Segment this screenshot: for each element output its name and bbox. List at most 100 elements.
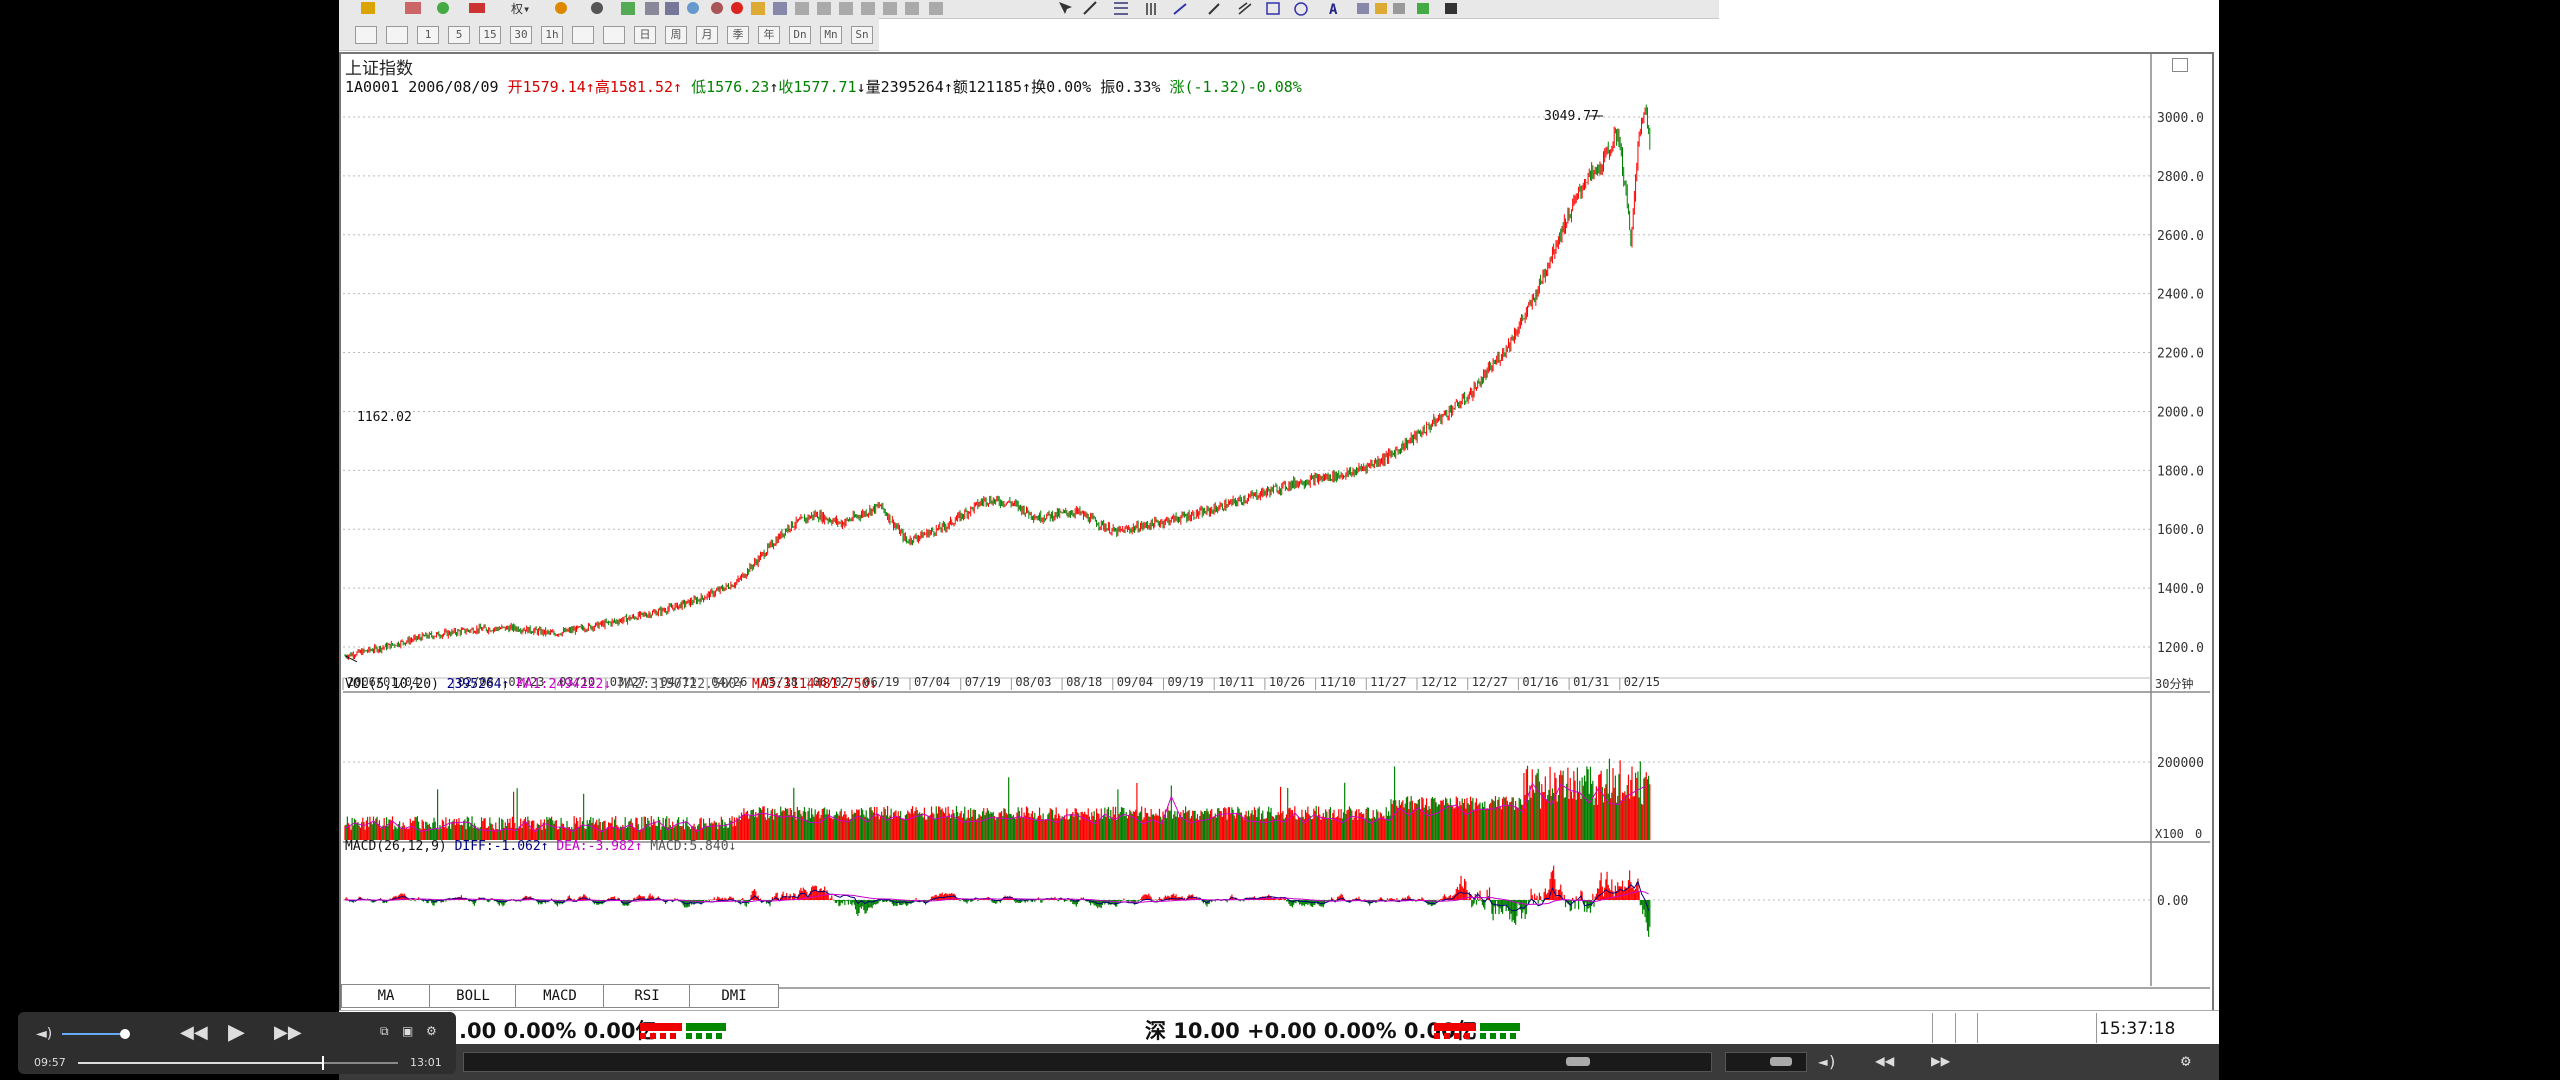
svg-text:权▾: 权▾ [511, 2, 530, 16]
macd-tick-label: 0.00 [2157, 894, 2188, 909]
period-button-16[interactable]: Sn [851, 26, 873, 44]
box-icon[interactable] [665, 2, 679, 15]
volume-thumb[interactable] [1770, 1057, 1792, 1066]
fast-forward-icon[interactable]: ▶▶ [274, 1022, 302, 1043]
cursor-icon[interactable] [1059, 2, 1072, 14]
period-button-10[interactable]: 周 [665, 26, 687, 44]
kline-chart[interactable]: 3000.0 2800.0 2600.0 2400.0 2200.0 2000.0 1800… [341, 54, 2212, 1010]
timeline-thumb[interactable] [1566, 1057, 1590, 1066]
tab-ma[interactable]: MA [341, 984, 431, 1008]
layout-icon[interactable] [817, 2, 831, 15]
date-tick-label: 07/04 [914, 675, 950, 689]
main-toolbar-icons[interactable]: 权▾ A [339, 0, 1719, 18]
gear-icon[interactable]: ⚙ [426, 1024, 437, 1038]
panel-toggle-icon[interactable] [2172, 58, 2188, 72]
circle-tool-icon[interactable] [1294, 2, 1308, 16]
weight-icon[interactable] [555, 2, 567, 14]
layout2-icon[interactable] [839, 2, 853, 15]
timeline-track[interactable] [463, 1052, 1712, 1072]
price-tick-label: 1600.0 [2157, 523, 2204, 538]
line-chart-icon[interactable] [929, 2, 943, 15]
parallel-icon[interactable] [1238, 2, 1252, 15]
period-button-1[interactable] [386, 26, 408, 44]
ray-icon[interactable] [1208, 3, 1220, 15]
open-value: 开1579.14 [507, 78, 586, 96]
tools-icon[interactable] [711, 2, 723, 14]
volume-header: VOL(5,10,20) 2395264↑ MA1:2494222↓ MA2:3… [345, 677, 877, 692]
date-tick-label: 12/27 [1472, 675, 1508, 689]
date-tick-label: 04/26 [711, 675, 747, 689]
quote-info-line: 1A0001 2006/08/09 开1579.14↑高1581.52↑ 低15… [345, 78, 1302, 96]
rewind-icon[interactable]: ◀◀ [180, 1022, 208, 1043]
window-icon[interactable] [773, 2, 787, 15]
channel-tool-icon[interactable] [1114, 2, 1128, 15]
period-button-8[interactable] [603, 26, 625, 44]
indicator-icon[interactable] [405, 2, 421, 14]
vertical-line-icon[interactable] [1146, 3, 1156, 15]
date-tick-label: 12/12 [1421, 675, 1457, 689]
video-player-controls: ◄) ◀◀ ▶ ▶▶ ⧉ ▣ ⚙ 09:57 13:01 [18, 1012, 456, 1074]
grid-icon[interactable] [795, 2, 809, 15]
tab-boll[interactable]: BOLL [429, 984, 517, 1008]
trend-icon[interactable] [1173, 3, 1187, 15]
chart-application-window: 权▾ A [339, 0, 2219, 1080]
fast-forward-icon[interactable]: ▶▶ [1931, 1051, 1951, 1070]
layout5-icon[interactable] [905, 2, 919, 15]
settings-icon[interactable]: ⚙ [2181, 1051, 2191, 1070]
period-button-2[interactable]: 1 [417, 26, 439, 44]
period-button-13[interactable]: 年 [758, 26, 780, 44]
volume-tick-label: 200000 [2157, 756, 2204, 771]
date-tick-label: 02/23 [508, 675, 544, 689]
alarm-icon[interactable] [731, 2, 743, 14]
sz-breadth-bar [1434, 1023, 1520, 1039]
period-button-15[interactable]: Mn [820, 26, 842, 44]
period-button-7[interactable] [572, 26, 594, 44]
pencil-icon[interactable] [1375, 3, 1387, 14]
add-icon[interactable] [437, 2, 449, 14]
period-button-4[interactable]: 15 [479, 26, 501, 44]
search-icon[interactable] [687, 2, 699, 14]
rect-tool-icon[interactable] [1266, 2, 1280, 15]
pip-icon[interactable]: ⧉ [380, 1024, 389, 1038]
date-tick-label: 02/15 [1624, 675, 1660, 689]
tab-rsi[interactable]: RSI [603, 984, 691, 1008]
period-label: 30分钟 [2155, 676, 2193, 691]
period-button-12[interactable]: 季 [727, 26, 749, 44]
list-icon[interactable] [645, 2, 659, 15]
player-progress-bar[interactable] [78, 1056, 398, 1070]
fullscreen-icon[interactable]: ▣ [402, 1024, 414, 1038]
period-button-0[interactable] [355, 26, 377, 44]
copy-icon[interactable] [1357, 3, 1369, 14]
play-icon[interactable]: ▶ [228, 1020, 245, 1045]
tab-dmi[interactable]: DMI [689, 984, 779, 1008]
period-button-9[interactable]: 日 [634, 26, 656, 44]
line-tool-icon[interactable] [1083, 1, 1097, 15]
date-tick-label: 02/08 [458, 675, 494, 689]
macd-dea-line [344, 890, 1649, 906]
period-button-3[interactable]: 5 [448, 26, 470, 44]
amplitude-value: 振0.33% [1100, 78, 1161, 96]
tab-macd[interactable]: MACD [515, 984, 605, 1008]
draw-icon[interactable] [751, 2, 765, 15]
palette-icon[interactable] [1417, 3, 1429, 14]
rewind-icon[interactable]: ◀◀ [1875, 1051, 1895, 1070]
link-icon[interactable] [591, 2, 603, 14]
total-time: 13:01 [410, 1056, 442, 1069]
layout4-icon[interactable] [883, 2, 897, 15]
player-volume-slider[interactable] [62, 1029, 130, 1039]
code-date: 1A0001 2006/08/09 [345, 78, 499, 96]
speaker-icon[interactable]: ◄) [36, 1026, 53, 1042]
speaker-icon[interactable]: ◄) [1818, 1052, 1838, 1071]
period-button-5[interactable]: 30 [510, 26, 532, 44]
date-tick-label: 07/19 [965, 675, 1001, 689]
table-icon[interactable] [621, 2, 635, 15]
eraser-icon[interactable] [1393, 3, 1405, 14]
layout3-icon[interactable] [861, 2, 875, 15]
save-icon[interactable] [1445, 3, 1457, 14]
period-button-6[interactable]: 1h [541, 26, 563, 44]
period-button-11[interactable]: 月 [696, 26, 718, 44]
volume-track[interactable] [1725, 1052, 1807, 1072]
delete-icon[interactable] [469, 3, 485, 13]
date-tick-label: 01/16 [1522, 675, 1558, 689]
period-button-14[interactable]: Dn [789, 26, 811, 44]
